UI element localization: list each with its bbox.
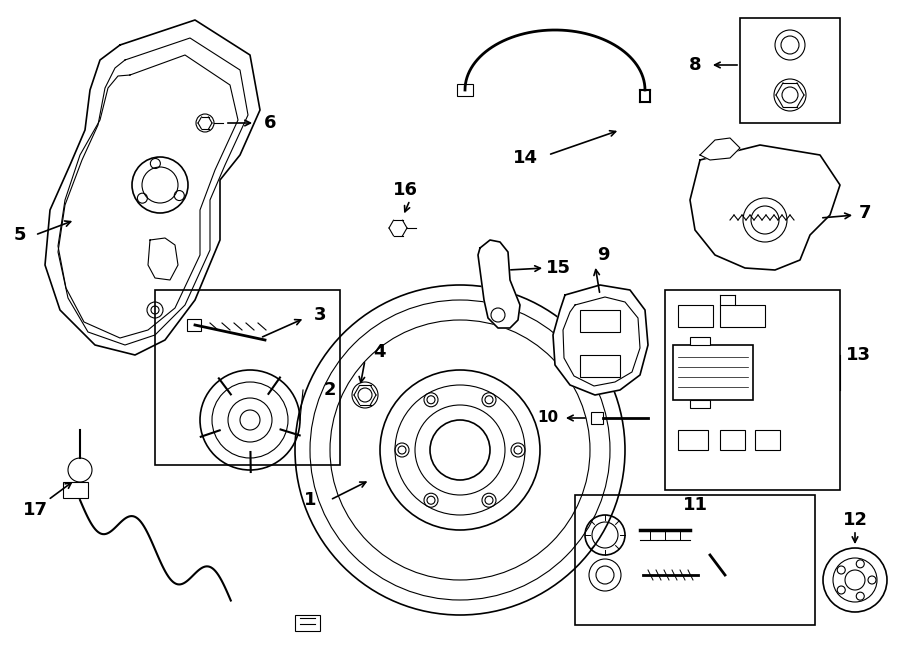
Text: 16: 16 [392,181,418,199]
Bar [580,355,620,377]
Text: 2: 2 [324,381,337,399]
Bar [295,615,320,631]
Bar [575,495,815,625]
Polygon shape [690,145,840,270]
Text: 7: 7 [859,204,871,222]
Bar [690,400,710,408]
Text: 14: 14 [512,149,537,167]
Bar [678,305,713,327]
Bar [690,337,710,345]
Bar [591,412,603,424]
Bar [580,310,620,332]
Polygon shape [700,138,740,160]
Bar [755,430,780,450]
Bar [720,305,765,327]
Text: 11: 11 [682,496,707,514]
Bar [457,84,473,96]
Bar [187,319,201,331]
Polygon shape [478,240,520,328]
Bar [155,290,340,465]
Circle shape [196,114,214,132]
Text: 6: 6 [264,114,276,132]
Text: 9: 9 [597,246,609,264]
Text: 4: 4 [373,343,385,361]
Bar [665,290,840,490]
Bar [740,18,840,123]
Text: 1: 1 [304,491,316,509]
Text: 10: 10 [537,410,559,426]
Text: 12: 12 [842,511,868,529]
Bar [63,482,88,498]
Bar [678,430,708,450]
Text: 13: 13 [845,346,870,364]
Circle shape [352,382,378,408]
Text: 5: 5 [14,226,26,244]
Polygon shape [553,285,648,395]
Text: 17: 17 [22,501,48,519]
Text: 8: 8 [688,56,701,74]
Text: 15: 15 [545,259,571,277]
Bar [673,345,753,400]
Bar [720,430,745,450]
Text: 3: 3 [314,306,326,324]
